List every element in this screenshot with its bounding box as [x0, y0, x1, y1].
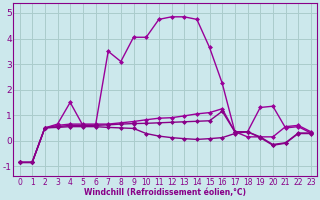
X-axis label: Windchill (Refroidissement éolien,°C): Windchill (Refroidissement éolien,°C): [84, 188, 246, 197]
